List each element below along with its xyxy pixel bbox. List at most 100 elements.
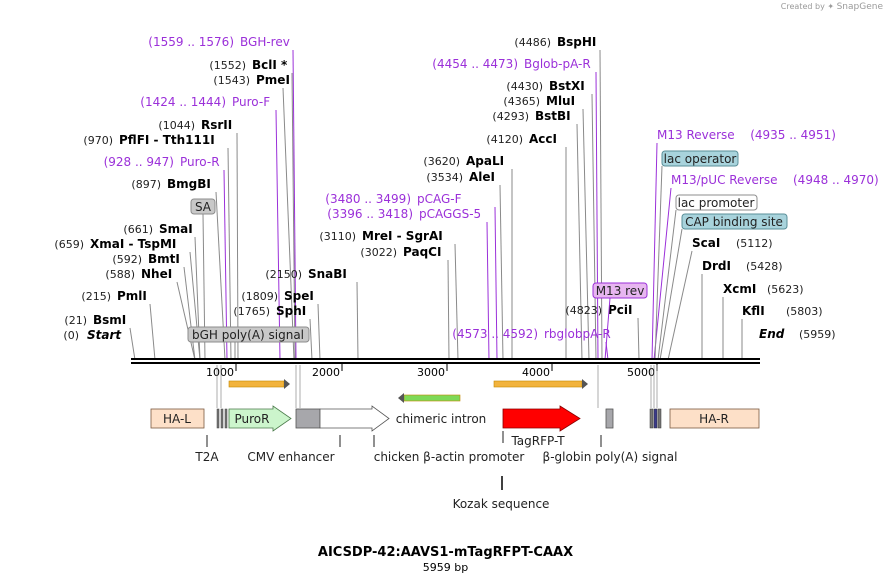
chimeric-intron-label: chimeric intron — [396, 412, 487, 426]
spei-enzyme-label: SpeI — [284, 289, 314, 303]
xmai-tspmi-enzyme-label: XmaI - TspMI — [90, 237, 176, 251]
ruler-tick-label-1000: 1000 — [206, 366, 234, 379]
ruler-tick-label-5000: 5000 — [627, 366, 655, 379]
end-label: End — [759, 327, 785, 341]
kozak-sequence-label: Kozak sequence — [453, 497, 550, 511]
globin-poly-a-signal-label: β-globin poly(A) signal — [543, 450, 678, 464]
bsphi-position: (4486) — [514, 36, 551, 49]
puror-feature — [228, 405, 292, 432]
bmgbi-position: (897) — [131, 178, 161, 191]
lac-promoter-leader — [657, 209, 677, 361]
bstxi-site-line — [591, 93, 597, 361]
bglob-pa-r-position: (4454 .. 4473) — [432, 57, 518, 71]
t2a-marker — [220, 408, 224, 429]
pcii-site-line — [637, 317, 640, 361]
m13-rev-box-label: M13 rev — [596, 284, 645, 298]
pcii-enzyme-label: PciI — [608, 303, 633, 317]
pcaggs-5-primer-label: pCAGGS-5 — [419, 207, 481, 221]
kfli-enzyme-label: KflI — [742, 304, 765, 318]
bstxi-position: (4430) — [506, 80, 543, 93]
bgh-rev-primer-label: BGH-rev — [240, 35, 290, 49]
ha-l-feature — [150, 408, 205, 429]
pmli-position: (215) — [81, 290, 111, 303]
bglob-pa-r-primer-label: Bglob-pA-R — [524, 57, 591, 71]
tagrfp-t-label: TagRFP-T — [510, 434, 565, 448]
kfli-position: (5803) — [786, 305, 823, 318]
snabi-site-line — [356, 281, 359, 361]
cap-binding-site-leader — [659, 228, 683, 361]
pmei-position: (1543) — [213, 74, 250, 87]
cap-binding-site-box-label: CAP binding site — [685, 215, 783, 229]
beta-globin-polya-feature — [605, 408, 614, 429]
sa-box — [190, 198, 216, 215]
pcaggs-5-site-line — [486, 221, 490, 361]
mlui-enzyme-label: MluI — [546, 94, 575, 108]
pcag-f-site-line — [494, 206, 498, 361]
alei-enzyme-label: AleI — [469, 170, 495, 184]
scai-site-line — [667, 250, 693, 361]
sa-box-label: SA — [195, 200, 212, 214]
bmti-position: (592) — [112, 253, 142, 266]
lac-promoter-box-label: lac promoter — [678, 196, 755, 210]
scai-enzyme-label: ScaI — [692, 236, 720, 250]
sphi-site-line — [309, 318, 313, 361]
map-title: AICSDP-42:AAVS1-mTagRFPT-CAAX — [317, 545, 574, 560]
puror-label: PuroR — [235, 412, 270, 426]
rbglobpa-r-primer-label: rbglobpA-R — [544, 327, 611, 341]
drdi-enzyme-label: DrdI — [702, 259, 731, 273]
m13-puc-reverse-primer-label: M13/pUC Reverse — [671, 173, 778, 187]
bgh-rev-site-line — [292, 49, 297, 361]
bcli-position: (1552) — [209, 59, 246, 72]
mlui-site-line — [582, 108, 590, 361]
ruler-tick-label-4000: 4000 — [522, 366, 550, 379]
pmei-enzyme-label: PmeI — [256, 73, 290, 87]
bstbi-site-line — [576, 123, 583, 361]
t2a-label: T2A — [194, 450, 219, 464]
bstxi-enzyme-label: BstXI — [549, 79, 585, 93]
bmgbi-enzyme-label: BmgBI — [167, 177, 211, 191]
alei-position: (3534) — [426, 171, 463, 184]
snapgene-credit: Created by ✦ SnapGene — [781, 2, 883, 12]
credit-brand: SnapGene — [836, 2, 883, 12]
nhei-position: (588) — [105, 268, 135, 281]
pflfi-tth111i-position: (970) — [83, 134, 113, 147]
start-label: Start — [87, 328, 122, 342]
ha-r-label: HA-R — [699, 412, 729, 426]
m13-rev-leader — [604, 297, 611, 361]
snabi-position: (2150) — [265, 268, 302, 281]
snapgene-logo-icon: ✦ — [827, 2, 835, 11]
paqci-site-line — [447, 259, 450, 361]
lac-operator-box-label: lac operator — [664, 152, 737, 166]
tagrfp-t-feature — [502, 405, 581, 432]
puro-r-primer-label: Puro-R — [180, 155, 220, 169]
lac-operator-box — [661, 150, 739, 167]
bgh-poly-a-signal-box — [187, 326, 310, 343]
acci-enzyme-label: AccI — [529, 132, 557, 146]
m13-puc-reverse-site-line — [653, 187, 672, 361]
map-length: 5959 bp — [422, 561, 469, 574]
drdi-position: (5428) — [746, 260, 783, 273]
acci-position: (4120) — [486, 133, 523, 146]
lac-region-marker — [649, 408, 654, 429]
cmv-enhancer-label: CMV enhancer — [247, 450, 334, 464]
spei-site-line — [317, 303, 321, 361]
pcaggs-5-position: (3396 .. 3418) — [327, 207, 413, 221]
m13-puc-reverse-position: (4948 .. 4970) — [793, 173, 879, 187]
mrei-sgrai-position: (3110) — [319, 230, 356, 243]
puro-f-position: (1424 .. 1444) — [140, 95, 226, 109]
ha-l-label: HA-L — [163, 412, 191, 426]
pflfi-tth111i-enzyme-label: PflFI - Tth111I — [119, 133, 215, 147]
rbglobpa-r-position: (4573 .. 4592) — [452, 327, 538, 341]
mrei-sgrai-enzyme-label: MreI - SgrAI — [362, 229, 443, 243]
m13-rev-box — [592, 282, 648, 299]
pcag-f-position: (3480 .. 3499) — [325, 192, 411, 206]
alei-site-line — [499, 184, 504, 361]
ha-r-feature — [669, 408, 760, 429]
rsrii-site-line — [236, 132, 239, 361]
smai-position: (661) — [123, 223, 153, 236]
chicken-beta-actin-promoter-feature — [319, 405, 390, 432]
bsphi-enzyme-label: BspHI — [557, 35, 596, 49]
sphi-enzyme-label: SphI — [276, 304, 306, 318]
smai-enzyme-label: SmaI — [159, 222, 193, 236]
